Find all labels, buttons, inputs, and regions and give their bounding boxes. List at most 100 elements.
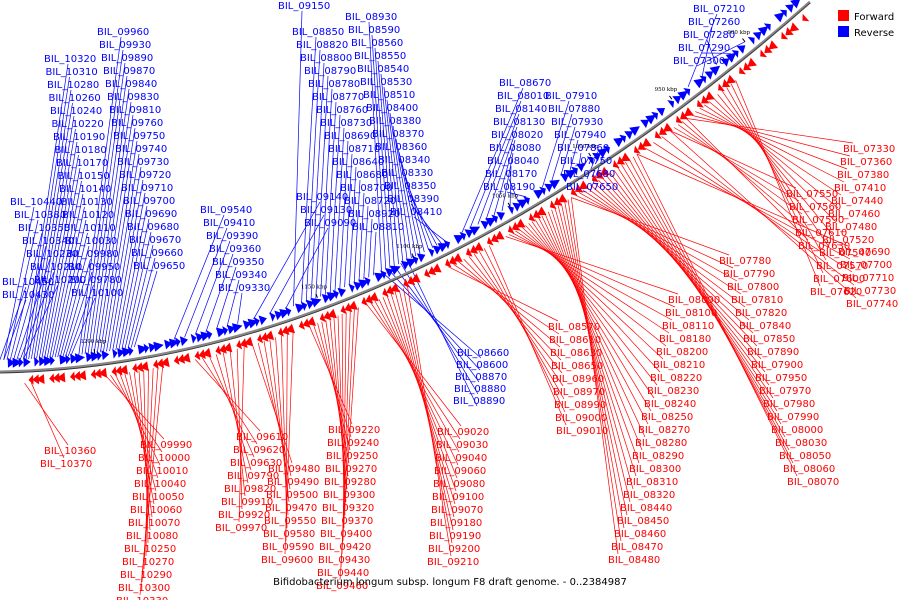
forward-gene-label: BIL_08220 bbox=[650, 373, 702, 384]
reverse-gene-label: BIL_08380 bbox=[369, 116, 421, 127]
reverse-gene-label: BIL_09350 bbox=[212, 257, 264, 268]
leader-line bbox=[485, 126, 518, 221]
forward-gene-label: BIL_08470 bbox=[611, 542, 663, 553]
forward-gene-label: BIL_09080 bbox=[433, 479, 485, 490]
forward-gene-arrow bbox=[642, 137, 652, 147]
leader-line bbox=[133, 270, 158, 348]
forward-gene-arrow bbox=[139, 361, 149, 372]
leader-line bbox=[70, 297, 96, 356]
forward-gene-label: BIL_08270 bbox=[638, 425, 690, 436]
forward-gene-arrow bbox=[260, 332, 269, 342]
forward-gene-arrow bbox=[659, 126, 668, 135]
reverse-gene-arrow bbox=[148, 342, 157, 353]
reverse-gene-label: BIL_07910 bbox=[545, 91, 597, 102]
leader-line bbox=[38, 141, 78, 359]
reverse-gene-label: BIL_09700 bbox=[123, 196, 175, 207]
reverse-gene-label: BIL_08640 bbox=[332, 157, 384, 168]
reverse-gene-arrow bbox=[571, 166, 578, 176]
reverse-gene-arrow bbox=[364, 277, 371, 287]
forward-gene-arrow bbox=[445, 258, 452, 268]
reverse-gene-label: BIL_08850 bbox=[292, 27, 344, 38]
forward-gene-label: BIL_09180 bbox=[430, 518, 482, 529]
forward-gene-arrow bbox=[515, 218, 526, 228]
leader-line bbox=[349, 166, 357, 286]
leader-line bbox=[377, 60, 395, 267]
reverse-gene-arrow bbox=[651, 111, 658, 120]
forward-gene-arrow bbox=[369, 292, 379, 302]
reverse-gene-arrow bbox=[65, 354, 71, 365]
forward-gene-label: BIL_09220 bbox=[328, 425, 380, 436]
forward-gene-arrow bbox=[701, 95, 710, 104]
forward-gene-label: BIL_09420 bbox=[319, 542, 371, 553]
forward-gene-label: BIL_07690 bbox=[838, 247, 890, 258]
forward-gene-label: BIL_08450 bbox=[617, 516, 669, 527]
reverse-gene-arrow bbox=[779, 9, 787, 18]
leader-line bbox=[67, 284, 94, 357]
reverse-gene-arrow bbox=[693, 78, 705, 89]
forward-gene-arrow bbox=[663, 122, 673, 132]
reverse-gene-arrow bbox=[43, 356, 54, 366]
forward-gene-label: BIL_10290 bbox=[120, 570, 172, 581]
forward-gene-label: BIL_07790 bbox=[723, 269, 775, 280]
leader-line bbox=[512, 232, 673, 321]
tick-mark bbox=[411, 253, 415, 258]
forward-gene-arrow bbox=[574, 183, 584, 193]
forward-gene-label: BIL_07970 bbox=[759, 386, 811, 397]
reverse-gene-arrow bbox=[453, 235, 465, 244]
leader-line bbox=[712, 97, 836, 222]
forward-gene-label: BIL_07410 bbox=[834, 183, 886, 194]
reverse-gene-arrow bbox=[121, 347, 133, 358]
reverse-gene-label: BIL_08040 bbox=[487, 156, 539, 167]
leader-line bbox=[33, 115, 75, 359]
forward-gene-label: BIL_09920 bbox=[218, 510, 270, 521]
reverse-gene-arrow bbox=[640, 119, 649, 128]
reverse-gene-label: BIL_10180 bbox=[55, 145, 107, 156]
leader-line bbox=[628, 159, 790, 451]
leader-line bbox=[23, 63, 69, 360]
forward-gene-label: BIL_07990 bbox=[767, 412, 819, 423]
forward-gene-label: BIL_07360 bbox=[840, 157, 892, 168]
forward-gene-arrow bbox=[633, 145, 641, 154]
forward-gene-label: BIL_10330 bbox=[116, 596, 168, 600]
reverse-gene-label: BIL_08560 bbox=[351, 38, 403, 49]
reverse-gene-label: BIL_08870 bbox=[455, 372, 507, 383]
forward-gene-label: BIL_07600 bbox=[813, 274, 865, 285]
forward-gene-arrow bbox=[802, 13, 810, 22]
reverse-gene-arrow bbox=[96, 350, 102, 361]
leader-line bbox=[578, 152, 582, 164]
forward-gene-arrow bbox=[616, 156, 626, 165]
forward-gene-label: BIL_08990 bbox=[554, 400, 606, 411]
reverse-gene-arrow bbox=[539, 186, 546, 196]
forward-gene-arrow bbox=[132, 363, 138, 373]
forward-gene-label: BIL_07820 bbox=[735, 308, 787, 319]
leader-line bbox=[380, 73, 399, 265]
reverse-gene-arrow bbox=[560, 173, 569, 183]
reverse-gene-arrow bbox=[725, 52, 737, 63]
leader-line bbox=[41, 154, 79, 359]
leader-line bbox=[19, 271, 55, 360]
forward-gene-label: BIL_09060 bbox=[434, 466, 486, 477]
forward-gene-arrow bbox=[473, 242, 484, 251]
leader-line bbox=[127, 244, 154, 349]
reverse-gene-label: BIL_09840 bbox=[105, 79, 157, 90]
reverse-gene-label: BIL_09130 bbox=[300, 205, 352, 216]
reverse-gene-arrow bbox=[175, 337, 181, 348]
forward-gene-label: BIL_07950 bbox=[755, 373, 807, 384]
reverse-gene-arrow bbox=[533, 189, 544, 199]
reverse-gene-label: BIL_09690 bbox=[125, 209, 177, 220]
leader-line bbox=[483, 248, 566, 413]
forward-gene-arrow bbox=[726, 74, 736, 84]
forward-gene-arrow bbox=[365, 294, 374, 304]
forward-gene-arrow bbox=[222, 342, 233, 353]
reverse-gene-label: BIL_08330 bbox=[381, 168, 433, 179]
reverse-gene-label: BIL_09720 bbox=[119, 170, 171, 181]
tick-label: 1050 kbp bbox=[492, 194, 519, 200]
forward-gene-arrow bbox=[684, 107, 694, 117]
reverse-gene-label: BIL_07280 bbox=[683, 30, 735, 41]
leader-line bbox=[112, 179, 144, 351]
reverse-gene-label: BIL_08680 bbox=[336, 170, 388, 181]
leader-line bbox=[613, 169, 774, 399]
reverse-gene-arrow bbox=[763, 23, 771, 31]
reverse-gene-label: BIL_08590 bbox=[348, 25, 400, 36]
leader-line bbox=[9, 232, 43, 360]
